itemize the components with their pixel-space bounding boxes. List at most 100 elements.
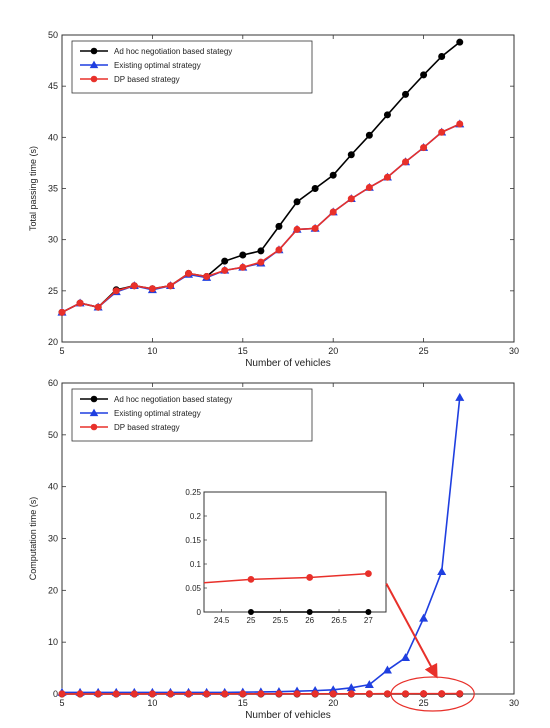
data-point: [311, 224, 319, 232]
legend-marker: [90, 423, 98, 431]
inset-y-tick-label: 0: [197, 608, 202, 617]
passing-time-chart: 5 10 15 20 25 30 20 25 30 35 40 45 50 Number of vehic…: [28, 30, 519, 369]
y-tick-label: 30: [48, 235, 58, 245]
inset-x-tick-label: 24.5: [214, 616, 230, 625]
inset-series-line: [203, 572, 369, 584]
data-point: [58, 690, 66, 698]
legend-box: [71, 388, 313, 442]
data-point: [364, 680, 374, 688]
computation-time-chart: 5 10 15 20 25 30 0 10 20 30 40 50 60 Number of vehicl…: [28, 378, 519, 721]
data-point: [221, 257, 229, 265]
y-tick-label: 35: [48, 184, 58, 194]
legend: Ad hoc negotiation based stategy Existing…: [71, 40, 313, 94]
data-point: [383, 690, 391, 698]
x-tick-label: 10: [147, 346, 157, 356]
data-point: [365, 131, 373, 139]
y-axis-label: Computation time (s): [28, 497, 38, 581]
data-point: [456, 38, 464, 46]
data-point: [347, 195, 355, 203]
inset-y-tick-label: 0.05: [185, 584, 201, 593]
data-point: [365, 183, 373, 191]
data-point: [382, 665, 392, 674]
data-point: [130, 690, 138, 698]
inset-x-tick-label: 26: [305, 616, 314, 625]
data-point: [275, 690, 283, 698]
data-point: [402, 158, 410, 166]
data-point: [293, 198, 301, 206]
x-tick-label: 25: [419, 346, 429, 356]
legend-label: Existing optimal strategy: [114, 61, 201, 70]
data-point: [58, 308, 66, 316]
data-point: [365, 690, 373, 698]
inset-data-point: [364, 570, 372, 577]
data-point: [456, 120, 464, 128]
x-tick-label: 20: [328, 346, 338, 356]
data-point: [112, 287, 120, 295]
data-point: [293, 690, 301, 698]
data-point: [329, 171, 337, 179]
data-point: [419, 613, 429, 622]
data-point: [402, 690, 410, 698]
inset-data-point: [306, 574, 314, 581]
y-tick-label: 0: [53, 689, 58, 699]
data-point: [347, 151, 355, 159]
data-point: [76, 299, 84, 307]
data-point: [166, 282, 174, 290]
data-point: [383, 173, 391, 181]
legend-marker: [89, 60, 99, 69]
legend-marker: [89, 408, 99, 417]
y-tick-label: 20: [48, 585, 58, 595]
data-point: [383, 111, 391, 119]
y-tick-label: 60: [48, 378, 58, 388]
data-point: [438, 690, 446, 698]
inset-y-tick-label: 0.25: [185, 488, 201, 497]
data-point: [438, 128, 446, 136]
series-3: [58, 690, 464, 698]
data-point: [257, 690, 265, 698]
x-axis-label: Number of vehicles: [245, 358, 331, 369]
data-point: [185, 269, 193, 277]
legend: Ad hoc negotiation based stategy Existing…: [71, 388, 313, 442]
x-tick-label: 30: [509, 346, 519, 356]
data-point: [257, 258, 265, 266]
data-point: [130, 282, 138, 290]
data-point: [329, 690, 337, 698]
inset-x-tick-label: 27: [364, 616, 373, 625]
inset-data-point: [306, 609, 313, 615]
x-tick-label: 20: [328, 698, 338, 708]
legend-label: DP based strategy: [114, 423, 180, 432]
data-point: [456, 690, 464, 698]
legend-marker: [90, 395, 98, 403]
data-point: [94, 690, 102, 698]
inset-x-tick-label: 25.5: [273, 616, 289, 625]
data-point: [420, 690, 428, 698]
data-point: [94, 303, 102, 311]
x-tick-label: 30: [509, 698, 519, 708]
x-tick-label: 10: [147, 698, 157, 708]
data-point: [293, 225, 301, 233]
legend-label: Existing optimal strategy: [114, 409, 201, 418]
data-point: [420, 71, 428, 79]
legend-label: Ad hoc negotiation based stategy: [114, 395, 232, 404]
inset-chart: 24.5 25 25.5 26 26.5 27 0 0.05 0.1 0.15 0.2 0.25: [185, 488, 387, 625]
data-point: [311, 690, 319, 698]
data-point: [239, 263, 247, 271]
y-tick-label: 50: [48, 430, 58, 440]
inset-data-point: [247, 575, 255, 583]
inset-data-point: [247, 609, 254, 615]
series-3: [58, 120, 464, 316]
x-tick-label: 15: [238, 346, 248, 356]
data-point: [166, 690, 174, 698]
inset-y-tick-label: 0.2: [190, 512, 202, 521]
data-point: [203, 690, 211, 698]
inset-plot-area: [203, 491, 387, 613]
data-point: [311, 185, 319, 193]
data-point: [76, 690, 84, 698]
inset-x-tick-label: 25: [247, 616, 256, 625]
data-point: [402, 90, 410, 98]
data-point: [455, 392, 465, 401]
inset-data-point: [365, 609, 372, 615]
zoom-arrow: [385, 583, 438, 679]
data-point: [401, 653, 411, 662]
